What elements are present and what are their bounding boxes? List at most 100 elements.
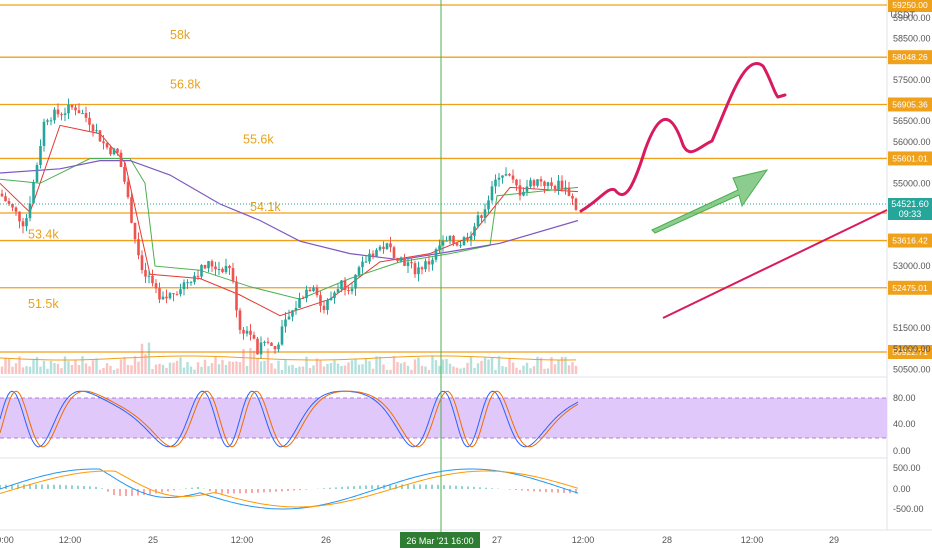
stoch-tick-label: 40.00 xyxy=(893,419,916,429)
volume-bar xyxy=(56,363,60,374)
crosshair-time-badge xyxy=(400,532,480,548)
candle-body xyxy=(354,274,357,289)
volume-bar xyxy=(39,366,42,374)
candle-body xyxy=(179,289,182,295)
candle-body xyxy=(427,261,431,265)
price-tick-label: 55000.00 xyxy=(893,178,931,188)
up-arrow-shape[interactable] xyxy=(651,169,769,234)
candle-body xyxy=(210,261,214,267)
volume-bar xyxy=(42,360,46,374)
volume-bar xyxy=(385,369,389,374)
volume-bar xyxy=(301,366,305,374)
volume-bar xyxy=(88,366,91,374)
volume-bar xyxy=(102,367,105,374)
candle-body xyxy=(207,261,210,269)
level-price-badge xyxy=(888,97,932,112)
candle-body xyxy=(84,113,88,118)
currency-label: USDT xyxy=(891,10,916,20)
candle-body xyxy=(238,310,242,330)
crosshair-time-label: 26 Mar '21 16:00 xyxy=(406,536,473,546)
candle-body xyxy=(284,319,287,327)
volume-bar xyxy=(308,367,312,374)
volume-bar xyxy=(119,359,123,374)
volume-bar xyxy=(483,357,487,374)
time-tick-label: 12:00 xyxy=(572,535,595,545)
volume-bar xyxy=(224,365,228,374)
volume-bar xyxy=(189,366,193,374)
candle-body xyxy=(564,187,567,190)
volume-bar xyxy=(21,367,25,374)
candle-body xyxy=(231,268,235,282)
volume-bar xyxy=(564,356,567,374)
volume-bar xyxy=(158,363,161,374)
candle-body xyxy=(571,196,574,199)
candle-body xyxy=(329,297,333,301)
candle-body xyxy=(193,275,196,283)
level-price-label: 55601.01 xyxy=(892,153,928,163)
volume-bar xyxy=(91,360,95,374)
volume-bar xyxy=(98,369,102,374)
volume-bar xyxy=(133,356,137,374)
candle-body xyxy=(49,120,53,122)
time-tick-label: 27 xyxy=(492,535,502,545)
volume-bar xyxy=(168,362,172,374)
price-axis[interactable]: 59000.00 58500.00 57500.00 56500.00 56000.00… xyxy=(893,13,931,375)
volume-bar xyxy=(273,368,277,374)
candle-body xyxy=(532,180,536,186)
candle-body xyxy=(333,292,336,298)
candle-body xyxy=(102,141,105,144)
level-annotation: 58k xyxy=(170,28,191,42)
candle-body xyxy=(424,261,427,270)
volume-bar xyxy=(270,363,273,374)
candle-body xyxy=(109,147,112,155)
volume-bar xyxy=(140,343,144,374)
volume-bar xyxy=(207,366,210,374)
level-price-label: 53616.42 xyxy=(892,236,928,246)
candle-body xyxy=(539,179,543,182)
current-price-badge xyxy=(888,198,932,220)
candle-body xyxy=(438,245,441,250)
volume-bar xyxy=(49,360,53,374)
candle-body xyxy=(399,257,403,261)
volume-bar xyxy=(235,361,238,374)
volume-bar xyxy=(378,356,382,374)
volume-bar xyxy=(154,364,158,374)
volume-bar xyxy=(550,357,553,374)
volume-bar xyxy=(448,363,452,374)
candle-body xyxy=(445,240,448,242)
candle-body xyxy=(319,295,322,306)
volume-bar xyxy=(410,369,413,374)
candle-body xyxy=(224,265,228,273)
projection-curve[interactable] xyxy=(579,62,787,213)
candle-body xyxy=(270,342,273,346)
candle-body xyxy=(11,203,14,208)
volume-bar xyxy=(553,364,557,374)
trend-line[interactable] xyxy=(662,209,888,319)
volume-bar xyxy=(214,356,217,374)
candle-body xyxy=(88,117,91,125)
candle-body xyxy=(14,207,18,212)
candle-body xyxy=(308,289,312,292)
volume-bar xyxy=(291,364,294,374)
candle-body xyxy=(287,316,291,320)
volume-bar xyxy=(74,359,77,374)
volume-bar xyxy=(466,362,469,374)
volume-bar xyxy=(32,359,35,374)
candle-body xyxy=(18,211,21,222)
candle-body xyxy=(172,293,175,295)
time-tick-label: 12:00 xyxy=(231,535,254,545)
candle-body xyxy=(280,326,284,345)
volume-bar xyxy=(333,360,336,374)
signal-line xyxy=(0,470,579,508)
time-tick-label: 28 xyxy=(662,535,672,545)
volume-bar xyxy=(182,367,186,374)
volume-bar xyxy=(543,368,546,374)
candle-body xyxy=(504,174,508,176)
volume-bar xyxy=(151,368,154,374)
candle-body xyxy=(130,197,133,223)
candle-body xyxy=(518,185,522,196)
candle-body xyxy=(259,342,263,355)
time-axis[interactable]: 0:00 12:00 25 12:00 26 27 12:00 28 12:00 29 xyxy=(0,535,839,545)
